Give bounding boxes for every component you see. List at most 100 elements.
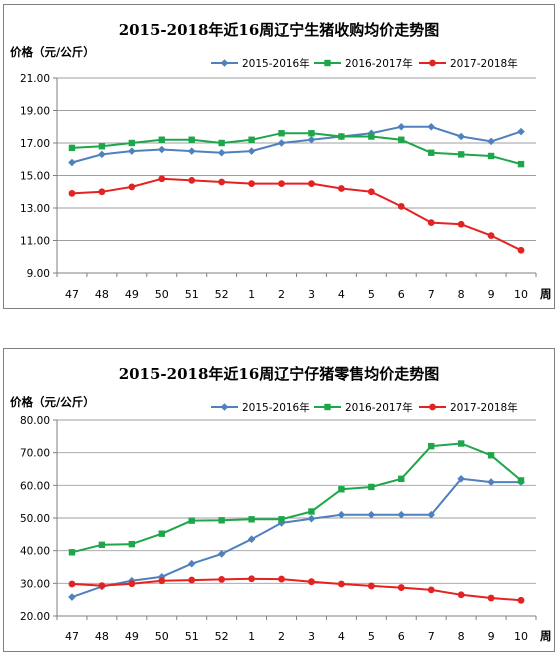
data-point bbox=[457, 151, 465, 158]
data-point bbox=[457, 220, 465, 228]
series-line-1 bbox=[71, 125, 522, 164]
x-tick-label: 3 bbox=[308, 630, 315, 643]
data-point bbox=[338, 486, 345, 493]
data-point bbox=[308, 130, 315, 137]
x-tick-label: 8 bbox=[458, 630, 465, 643]
data-point bbox=[188, 576, 196, 584]
y-axis-label: 价格（元/公斤） bbox=[10, 395, 95, 409]
legend-marker bbox=[429, 403, 436, 411]
x-tick-label: 7 bbox=[428, 630, 435, 643]
legend-label: 2015-2016年 bbox=[242, 57, 310, 70]
x-tick-label: 52 bbox=[215, 630, 229, 643]
data-point bbox=[457, 440, 465, 447]
data-point bbox=[517, 127, 525, 136]
y-tick-label: 80.00 bbox=[20, 415, 50, 427]
legend-marker bbox=[220, 59, 229, 67]
legend-marker bbox=[429, 59, 436, 67]
x-tick-label: 9 bbox=[488, 288, 495, 301]
data-point bbox=[338, 185, 345, 192]
data-point bbox=[98, 188, 106, 196]
data-point bbox=[368, 483, 375, 491]
data-point bbox=[398, 475, 405, 482]
data-point bbox=[338, 580, 345, 588]
data-point bbox=[428, 149, 435, 156]
y-axis-label: 价格（元/公斤） bbox=[10, 45, 95, 59]
data-point bbox=[487, 478, 495, 486]
x-tick-label: 49 bbox=[125, 288, 139, 301]
data-point bbox=[247, 147, 256, 155]
y-tick-label: 19.00 bbox=[20, 106, 50, 118]
x-tick-label: 5 bbox=[368, 288, 375, 301]
data-point bbox=[308, 578, 315, 586]
series-line-3 bbox=[71, 177, 522, 252]
data-point bbox=[278, 575, 285, 583]
data-point bbox=[188, 176, 196, 184]
data-point bbox=[158, 577, 166, 585]
legend-marker bbox=[324, 403, 331, 411]
data-point bbox=[217, 550, 226, 558]
x-tick-label: 4 bbox=[338, 288, 345, 301]
data-point bbox=[427, 586, 435, 594]
x-tick-label: 2 bbox=[278, 288, 285, 301]
x-tick-label: 1 bbox=[248, 288, 255, 301]
series-line-2 bbox=[71, 442, 522, 554]
y-tick-label: 50.00 bbox=[20, 513, 50, 525]
data-point bbox=[188, 517, 195, 524]
data-point bbox=[277, 139, 286, 147]
data-point bbox=[98, 582, 106, 590]
y-tick-label: 70.00 bbox=[20, 448, 50, 460]
data-point bbox=[367, 510, 376, 519]
y-tick-label: 9.00 bbox=[27, 268, 50, 280]
data-point bbox=[128, 580, 136, 588]
data-point bbox=[158, 530, 165, 537]
data-point bbox=[157, 145, 166, 154]
data-point bbox=[427, 219, 435, 227]
data-point bbox=[517, 246, 525, 254]
data-point bbox=[218, 178, 226, 186]
x-tick-label: 5 bbox=[368, 630, 375, 643]
data-point bbox=[367, 188, 375, 196]
data-point bbox=[487, 137, 495, 146]
data-point bbox=[397, 202, 405, 210]
x-tick-label: 9 bbox=[488, 630, 495, 643]
data-point bbox=[428, 442, 435, 450]
x-tick-label: 4 bbox=[338, 630, 345, 643]
data-point bbox=[307, 514, 316, 523]
data-point bbox=[68, 593, 76, 601]
x-tick-label: 10 bbox=[514, 630, 528, 643]
data-point bbox=[307, 135, 316, 144]
y-tick-label: 20.00 bbox=[20, 611, 50, 623]
data-point bbox=[457, 132, 465, 141]
x-axis-label: 周 bbox=[540, 287, 552, 301]
data-point bbox=[248, 516, 255, 523]
chart-panel-live-hog-price: 2015-2018年近16周辽宁生猪收购均价走势图 价格（元/公斤） 9.00 11.… bbox=[3, 4, 555, 309]
data-point bbox=[338, 133, 345, 140]
data-point bbox=[487, 152, 495, 160]
data-point bbox=[517, 477, 525, 484]
x-tick-label: 6 bbox=[398, 288, 405, 301]
data-point bbox=[278, 180, 285, 188]
data-point bbox=[457, 591, 465, 599]
data-point bbox=[248, 136, 255, 143]
x-tick-label: 48 bbox=[95, 288, 109, 301]
data-point bbox=[187, 147, 196, 155]
x-axis-label: 周 bbox=[540, 629, 552, 643]
chart-title: 2015-2018年近16周辽宁仔猪零售均价走势图 bbox=[119, 365, 440, 383]
data-point bbox=[308, 180, 315, 188]
data-point bbox=[277, 519, 286, 527]
y-tick-label: 30.00 bbox=[20, 578, 50, 590]
x-tick-label: 6 bbox=[398, 630, 405, 643]
legend-label: 2015-2016年 bbox=[242, 401, 310, 414]
data-point bbox=[398, 136, 405, 143]
data-point bbox=[188, 136, 195, 143]
legend-label: 2016-2017年 bbox=[345, 57, 413, 70]
data-point bbox=[68, 580, 76, 588]
data-point bbox=[487, 232, 495, 240]
data-point bbox=[278, 130, 285, 137]
x-tick-label: 8 bbox=[458, 288, 465, 301]
x-tick-label: 52 bbox=[215, 288, 229, 301]
data-point bbox=[218, 576, 226, 583]
series-line-2 bbox=[71, 132, 522, 166]
x-tick-label: 50 bbox=[155, 630, 169, 643]
